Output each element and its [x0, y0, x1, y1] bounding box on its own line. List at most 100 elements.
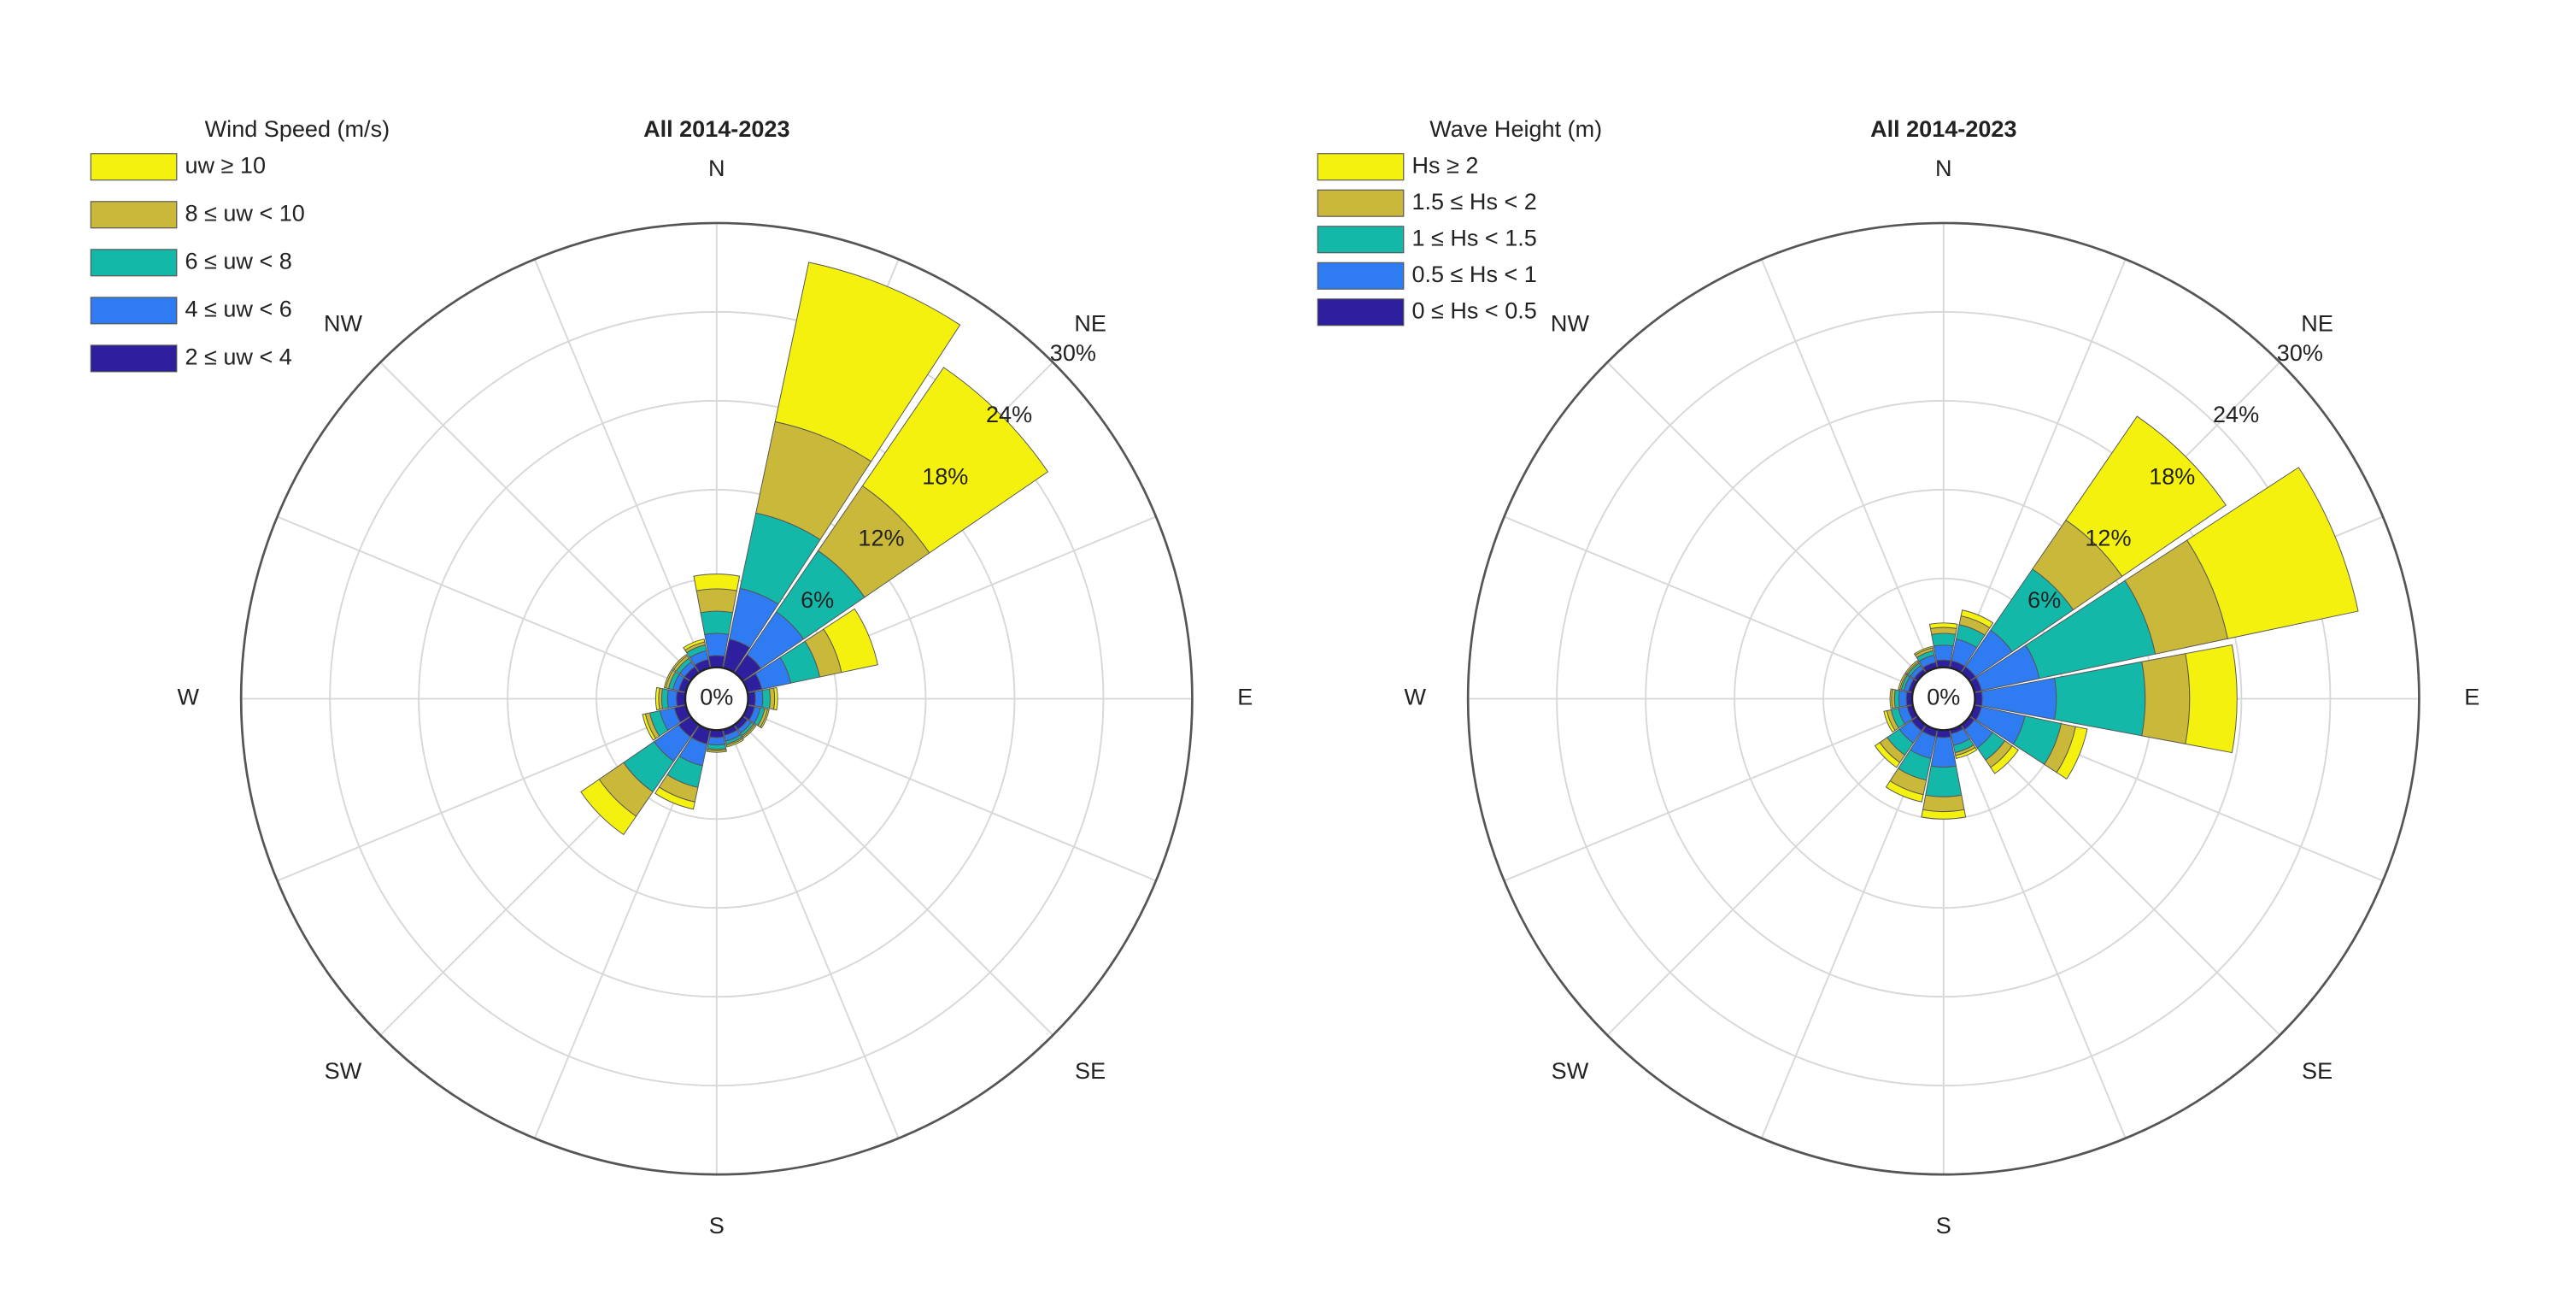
rose-segment: [2141, 653, 2191, 744]
legend-label: 0.5 ≤ Hs < 1: [1411, 262, 1536, 287]
center-hole: [684, 666, 749, 732]
direction-label: S: [1936, 1213, 1951, 1238]
rose-segment: [693, 574, 741, 591]
rose-segment: [707, 655, 725, 669]
direction-label: W: [1405, 685, 1427, 710]
rose-segment: [754, 690, 764, 709]
legend-swatch: [90, 153, 178, 181]
rose-segment: [1904, 660, 1919, 674]
rose-segment: [704, 632, 730, 657]
rose-segment: [725, 738, 744, 748]
direction-label: SE: [2302, 1058, 2332, 1084]
rose-segment: [1922, 794, 1965, 813]
rose-segment: [1883, 709, 1896, 733]
grid-ring: [1645, 399, 2243, 998]
rose-segment: [654, 686, 660, 711]
rose-segment: [1955, 746, 1978, 759]
legend-swatch: [90, 344, 178, 373]
rose-segment: [2186, 467, 2359, 639]
rose-segment: [1933, 644, 1954, 662]
legend-swatch: [1317, 262, 1405, 290]
r-tick-label: 24%: [986, 402, 1032, 427]
grid-ring: [1556, 310, 2332, 1087]
rose-segment: [1960, 609, 1994, 629]
direction-label: E: [2464, 685, 2479, 710]
rose-segment: [1898, 690, 1908, 708]
spoke: [533, 258, 706, 670]
direction-label: NE: [2301, 310, 2333, 336]
legend-swatch: [1317, 226, 1405, 254]
legend-swatch: [1317, 189, 1405, 217]
direction-label: NE: [1074, 310, 1106, 336]
direction-label: N: [1935, 156, 1952, 181]
spoke: [727, 727, 900, 1139]
rose-segment: [695, 588, 737, 614]
legend-swatch: [90, 201, 178, 229]
legend-swatch: [1317, 153, 1405, 181]
legend-label: 1.5 ≤ Hs < 2: [1411, 189, 1536, 215]
spoke: [379, 362, 695, 678]
r-tick-label: 30%: [1050, 340, 1096, 366]
spoke: [1954, 258, 2127, 670]
spoke: [738, 720, 1054, 1036]
rose-segment: [1931, 632, 1957, 647]
rose-segment: [672, 654, 688, 670]
r-tick-label: 12%: [2085, 526, 2131, 551]
spoke: [1504, 515, 1916, 688]
legend-label: 0 ≤ Hs < 0.5: [1411, 297, 1536, 323]
rose-segment: [1928, 622, 1958, 630]
rose-segment: [1925, 765, 1963, 797]
spoke: [1760, 258, 1933, 670]
rose-segment: [2185, 644, 2238, 754]
spoke: [1965, 720, 2281, 1036]
r-tick-label: 6%: [2027, 587, 2061, 613]
spoke: [1504, 709, 1916, 882]
legend-label: 6 ≤ uw < 8: [185, 248, 291, 274]
rose-segment: [1921, 809, 1967, 820]
outer-ring: [1466, 221, 2421, 1176]
direction-label: S: [709, 1213, 725, 1238]
center-hole: [1910, 666, 1976, 732]
direction-label: E: [1237, 685, 1253, 710]
legend-label: uw ≥ 10: [185, 152, 266, 178]
r-tick-label: 18%: [2149, 463, 2195, 489]
rose-segment: [642, 713, 657, 741]
outer-ring: [239, 221, 1194, 1176]
legend-title: Wave Height (m): [1429, 116, 1602, 142]
rose-segment: [1990, 744, 2019, 774]
r-tick-label: 12%: [858, 526, 904, 551]
rose-segment: [654, 786, 695, 810]
rose-segment: [660, 688, 669, 709]
spoke: [277, 709, 689, 882]
rose-segment: [706, 749, 727, 753]
r-tick-label: 24%: [2213, 402, 2259, 427]
rose-segment: [861, 367, 1049, 554]
spoke: [1606, 362, 1922, 678]
rose-segment: [1885, 779, 1924, 803]
rose-segment: [742, 724, 757, 739]
rose-segment: [2065, 415, 2227, 577]
rose-segment: [1874, 741, 1901, 768]
rose-segment: [760, 709, 770, 729]
rose-segment: [772, 686, 778, 711]
legend-label: 4 ≤ uw < 6: [185, 296, 291, 321]
r-tick-label: 0%: [700, 685, 733, 710]
rose-segment: [761, 688, 771, 709]
legend-label: 1 ≤ Hs < 1.5: [1411, 225, 1536, 250]
direction-label: W: [178, 685, 200, 710]
grid-ring: [329, 310, 1105, 1087]
spoke: [1954, 727, 2127, 1139]
legend-swatch: [90, 297, 178, 325]
r-tick-label: 30%: [2277, 340, 2323, 366]
rose-segment: [663, 668, 674, 689]
legend-label: 8 ≤ uw < 10: [185, 200, 304, 226]
grid-ring: [507, 488, 927, 909]
spoke: [277, 515, 689, 688]
legend-label: Hs ≥ 2: [1411, 152, 1478, 178]
rose-segment: [666, 689, 678, 709]
grid-ring: [418, 399, 1016, 998]
rose-segment: [707, 736, 726, 746]
rose-segment: [823, 608, 878, 674]
spoke: [745, 709, 1157, 882]
